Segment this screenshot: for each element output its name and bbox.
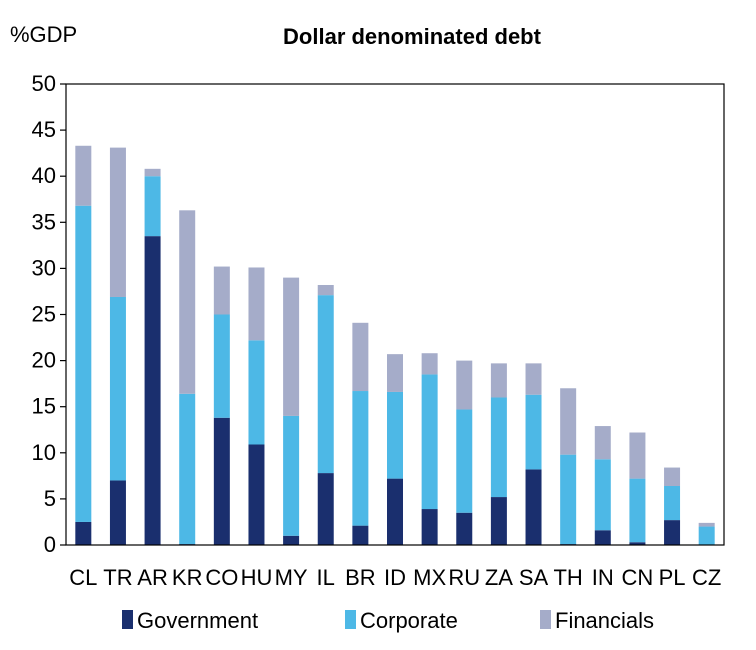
bar-financials-cz xyxy=(698,522,715,527)
bar-financials-hu xyxy=(248,267,265,341)
x-tick-label: TH xyxy=(553,565,582,590)
legend-swatch-financials xyxy=(540,610,551,629)
bar-government-in xyxy=(594,530,611,545)
x-tick-label: RU xyxy=(448,565,480,590)
bar-corporate-cz xyxy=(698,526,715,545)
y-tick-label: 25 xyxy=(32,302,56,327)
y-tick-label: 30 xyxy=(32,255,56,280)
y-tick-label: 5 xyxy=(44,486,56,511)
bar-financials-co xyxy=(213,266,230,315)
y-tick-label: 40 xyxy=(32,163,56,188)
legend-swatch-government xyxy=(122,610,133,629)
bar-corporate-tr xyxy=(109,296,126,481)
y-tick-label: 10 xyxy=(32,440,56,465)
bar-government-za xyxy=(490,497,507,545)
x-tick-label: ID xyxy=(384,565,406,590)
x-tick-label: MY xyxy=(275,565,308,590)
x-tick-label: IL xyxy=(317,565,335,590)
legend: Government Corporate Financials xyxy=(122,608,654,633)
bar-financials-my xyxy=(283,277,300,416)
bar-government-hu xyxy=(248,444,265,545)
x-tick-label: HU xyxy=(241,565,273,590)
bar-government-cl xyxy=(75,521,92,545)
bar-financials-tr xyxy=(109,147,126,297)
bar-financials-cn xyxy=(629,432,646,479)
bar-financials-pl xyxy=(664,467,681,486)
bar-financials-br xyxy=(352,322,369,392)
bar-corporate-sa xyxy=(525,394,542,470)
bar-corporate-za xyxy=(490,397,507,498)
bar-government-ar xyxy=(144,236,161,545)
x-tick-label: CO xyxy=(205,565,238,590)
x-tick-label: CN xyxy=(622,565,654,590)
bar-corporate-ru xyxy=(456,409,473,513)
bar-corporate-my xyxy=(283,415,300,536)
x-tick-label: TR xyxy=(103,565,132,590)
bar-corporate-hu xyxy=(248,340,265,445)
plot-frame xyxy=(65,83,725,546)
legend-label-government: Government xyxy=(137,608,258,633)
bar-financials-in xyxy=(594,426,611,460)
bar-corporate-br xyxy=(352,391,369,526)
plot-area: 0 5 10 15 20 25 30 35 40 45 50 CL TR AR KR CO HU MY IL BR ID… xyxy=(32,71,725,590)
chart-title: Dollar denominated debt xyxy=(283,24,542,49)
legend-swatch-corporate xyxy=(345,610,356,629)
x-tick-label: IN xyxy=(592,565,614,590)
y-tick-label: 50 xyxy=(32,71,56,96)
bar-financials-mx xyxy=(421,353,438,375)
bar-financials-id xyxy=(387,354,403,392)
y-tick-label: 45 xyxy=(32,117,56,142)
bar-corporate-cl xyxy=(75,205,92,522)
x-tick-label: KR xyxy=(172,565,203,590)
bar-corporate-th xyxy=(560,454,577,545)
bar-financials-za xyxy=(490,363,507,398)
bar-corporate-co xyxy=(213,314,230,418)
bar-government-ru xyxy=(456,512,473,545)
y-tick-label: 20 xyxy=(32,348,56,373)
bar-corporate-in xyxy=(594,459,611,531)
legend-label-financials: Financials xyxy=(555,608,654,633)
bar-government-pl xyxy=(664,520,681,545)
bar-corporate-mx xyxy=(421,374,438,510)
y-tick-label: 0 xyxy=(44,532,56,557)
bar-financials-ru xyxy=(456,360,473,410)
bar-corporate-ar xyxy=(144,176,161,237)
bar-government-sa xyxy=(525,469,542,545)
x-tick-label: CZ xyxy=(692,565,721,590)
bar-financials-th xyxy=(560,388,577,455)
bar-corporate-id xyxy=(387,391,403,479)
bar-financials-cl xyxy=(75,145,92,206)
x-tick-label: AR xyxy=(137,565,168,590)
x-tick-label: BR xyxy=(345,565,376,590)
bar-financials-il xyxy=(317,284,334,296)
bar-government-my xyxy=(283,535,300,545)
legend-label-corporate: Corporate xyxy=(360,608,458,633)
y-axis-label: %GDP xyxy=(10,22,77,47)
bar-government-br xyxy=(352,525,369,545)
bar-government-id xyxy=(387,478,403,545)
y-tick-label: 15 xyxy=(32,394,56,419)
x-tick-label: ZA xyxy=(485,565,513,590)
bar-government-co xyxy=(213,417,230,545)
bar-government-cn xyxy=(629,542,646,545)
x-tick-label: CL xyxy=(69,565,97,590)
bar-financials-sa xyxy=(525,363,542,395)
y-tick-label: 35 xyxy=(32,209,56,234)
x-tick-label: SA xyxy=(519,565,549,590)
bar-corporate-il xyxy=(317,295,334,474)
bar-financials-kr xyxy=(179,210,196,394)
bar-financials-ar xyxy=(144,168,161,177)
bar-government-mx xyxy=(421,509,438,545)
bar-government-il xyxy=(317,473,334,545)
x-tick-label: MX xyxy=(413,565,446,590)
x-tick-label: PL xyxy=(659,565,686,590)
bar-corporate-pl xyxy=(664,485,681,521)
bar-government-tr xyxy=(109,480,126,545)
bar-corporate-cn xyxy=(629,478,646,543)
bar-corporate-kr xyxy=(179,393,196,545)
